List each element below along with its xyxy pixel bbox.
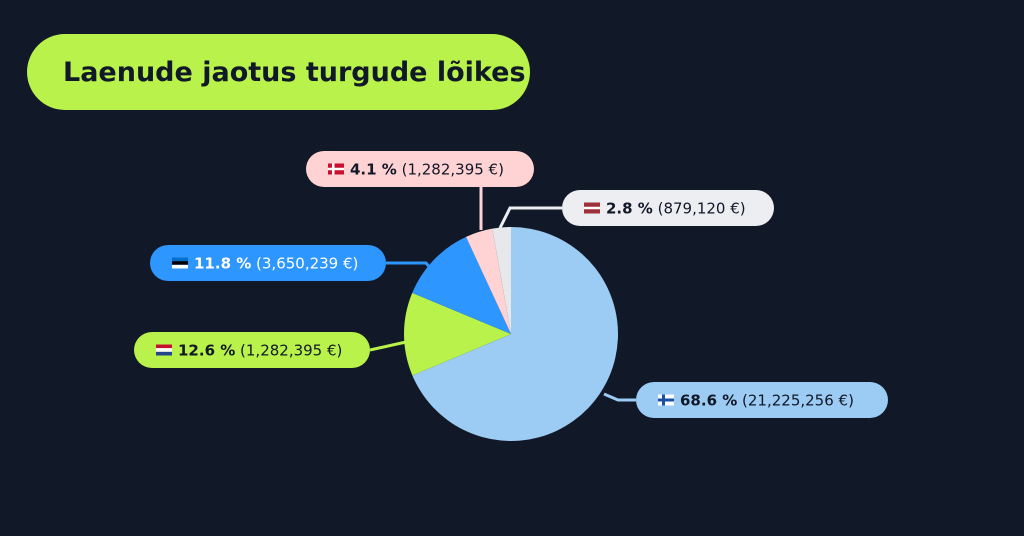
percent-label: 11.8 %	[194, 255, 251, 273]
label-text: 12.6 % (1,282,395 €)	[178, 342, 342, 360]
chart-title: Laenude jaotus turgude lõikes	[27, 34, 530, 110]
label-netherlands: 12.6 % (1,282,395 €)	[134, 332, 370, 368]
label-pill	[562, 190, 774, 226]
leader-line-latvia	[498, 206, 562, 229]
leader-line-finland	[603, 392, 636, 402]
label-text: 4.1 % (1,282,395 €)	[350, 161, 504, 179]
amount-label: (21,225,256 €)	[737, 392, 854, 410]
label-pill	[134, 332, 370, 368]
label-denmark: 4.1 % (1,282,395 €)	[306, 151, 534, 187]
pie-slice-denmark	[466, 228, 511, 334]
pie-slice-netherlands	[404, 292, 511, 376]
amount-label: (1,282,395 €)	[235, 342, 342, 360]
percent-label: 2.8 %	[606, 200, 653, 218]
percent-label: 4.1 %	[350, 161, 397, 179]
estonia-flag-icon	[172, 257, 188, 269]
denmark-flag-icon	[328, 163, 344, 175]
pie-slice-estonia	[412, 236, 511, 334]
label-estonia: 11.8 % (3,650,239 €)	[150, 245, 386, 281]
latvia-flag-icon	[584, 202, 600, 214]
amount-label: (1,282,395 €)	[397, 161, 504, 179]
label-pill	[636, 382, 888, 418]
label-pill	[306, 151, 534, 187]
leader-line-estonia	[386, 261, 434, 271]
label-latvia: 2.8 % (879,120 €)	[562, 190, 774, 226]
label-text: 11.8 % (3,650,239 €)	[194, 255, 358, 273]
percent-label: 68.6 %	[680, 392, 737, 410]
amount-label: (879,120 €)	[653, 200, 746, 218]
label-text: 68.6 % (21,225,256 €)	[680, 392, 854, 410]
finland-flag-icon	[658, 394, 674, 406]
percent-label: 12.6 %	[178, 342, 235, 360]
pie-slice-finland	[412, 227, 619, 442]
leader-line-netherlands	[369, 340, 407, 352]
label-text: 2.8 % (879,120 €)	[606, 200, 746, 218]
pie-slice-latvia	[492, 227, 511, 334]
label-finland: 68.6 % (21,225,256 €)	[636, 382, 888, 418]
amount-label: (3,650,239 €)	[251, 255, 358, 273]
label-pill	[150, 245, 386, 281]
netherlands-flag-icon	[156, 344, 172, 356]
